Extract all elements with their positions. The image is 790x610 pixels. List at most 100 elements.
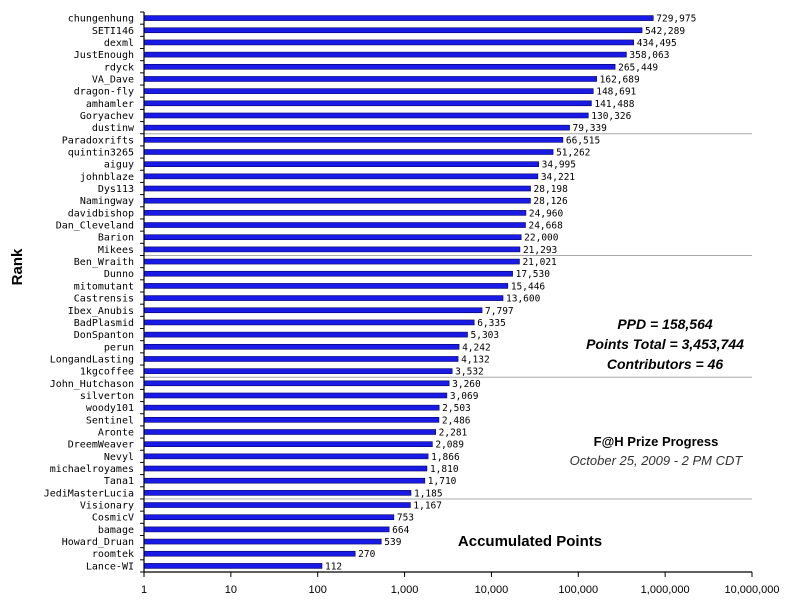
bar [143,149,554,155]
data-label: 79,339 [573,123,608,134]
bar [143,465,428,472]
data-labels: 729,975542,289434,495358,063265,449162,6… [325,14,696,573]
y-tick-label: Namingway [80,196,134,207]
data-label: 4,132 [461,354,490,365]
bar [143,307,483,314]
y-tick-label: Paradoxrifts [62,135,134,146]
bar [143,15,654,21]
bar [143,392,448,399]
bar [143,246,521,253]
data-label: 1,866 [431,452,460,463]
y-tick-label: Mikees [98,245,134,256]
x-axis: 1 10 100 1,000 10,000 100,000 1,000,000 10,000,… [140,11,780,596]
y-tick-label: John_Hutchason [50,379,134,390]
bar [143,502,411,508]
stats-annotation: PPD = 158,564 Points Total = 3,453,744 C… [540,314,790,374]
data-label: 17,530 [516,269,551,280]
y-tick-label: quintin3265 [68,148,134,159]
chart-subtitle: October 25, 2009 - 2 PM CDT [569,453,743,468]
data-label: 1,185 [414,488,443,499]
bar [143,222,526,228]
bar [143,429,436,435]
bar [143,173,539,180]
bar [143,514,395,521]
data-label: 21,293 [523,245,557,256]
y-tick-label: VA_Dave [92,74,134,85]
data-label: 148,691 [596,87,636,98]
x-tick-label: 10 [225,584,237,596]
y-tick-label: SETI146 [92,26,134,37]
bar [143,185,531,192]
bar [143,161,539,167]
bar [143,368,453,374]
data-label: 141,488 [594,99,634,110]
stat-contributors: Contributors = 46 [606,356,724,372]
bar [143,39,634,46]
bar [143,88,594,94]
y-tick-label: johnblaze [80,172,134,183]
data-label: 6,335 [477,318,506,329]
data-label: 51,262 [556,148,590,159]
bar [143,477,426,484]
data-label: 1,710 [428,476,457,487]
y-tick-label: JustEnough [74,50,134,61]
data-label: 3,532 [455,367,484,378]
y-tick-label: bamage [98,525,134,536]
y-tick-label: rdyck [104,62,134,73]
bar [143,51,627,58]
data-label: 542,289 [645,26,685,37]
data-label: 28,126 [533,196,568,207]
x-tick-label: 10,000 [475,584,509,596]
data-label: 729,975 [656,14,696,25]
data-label: 753 [397,513,414,524]
data-label: 539 [384,537,401,548]
bar [143,404,440,411]
y-tick-label: Sentinel [86,415,134,426]
bar [143,380,450,387]
bar [143,270,513,277]
bar [143,210,527,216]
y-tick-label: Aronte [98,428,134,439]
bar [143,526,390,533]
data-label: 130,326 [591,111,631,122]
data-label: 1,810 [430,464,459,475]
y-tick-label: Ibex_Anubis [68,306,134,317]
bar [143,112,589,119]
bar [143,343,460,350]
data-label: 24,668 [528,221,563,232]
x-tick-label: 100 [309,584,327,596]
y-tick-label: chungenhung [68,14,134,25]
x-tick-label: 10,000,000 [724,584,779,596]
data-label: 1,167 [413,501,442,512]
y-tick-label: Dan_Cleveland [56,221,134,232]
data-label: 2,486 [442,415,471,426]
y-tick-label: Ben_Wraith [74,257,134,268]
bar [143,453,429,460]
data-label: 66,515 [566,135,600,146]
data-label: 15,446 [511,281,546,292]
chart-title: F@H Prize Progress [593,434,719,449]
y-tick-labels: chungenhungSETI146dexmlJustEnoughrdyckVA… [44,14,135,573]
y-tick-label: Howard_Druan [62,537,134,548]
data-label: 21,021 [522,257,557,268]
y-tick-label: dexml [104,38,134,49]
y-tick-label: amhamler [86,99,134,110]
x-tick-label: 1 [141,584,147,596]
data-label: 13,600 [506,294,541,305]
data-label: 162,689 [600,74,640,85]
y-tick-label: silverton [80,391,134,402]
gridlines [144,133,752,500]
y-tick-label: woody101 [86,403,134,414]
data-label: 3,260 [452,379,481,390]
bar [143,100,592,107]
y-tick-label: CosmicV [92,513,134,524]
y-tick-label: Dys113 [98,184,134,195]
y-tick-label: Barion [98,233,134,244]
bar [143,258,520,265]
data-label: 2,503 [442,403,471,414]
y-tick-label: Goryachev [80,111,134,122]
y-tick-label: roomtek [92,549,134,560]
x-tick-label: 100,000 [558,584,598,596]
y-tick-label: Dunno [104,269,134,280]
